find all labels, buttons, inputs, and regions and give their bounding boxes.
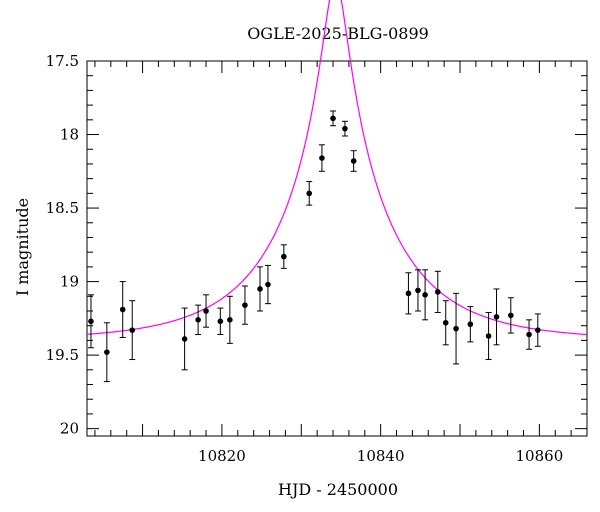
data-point (264, 264, 271, 305)
data-point (341, 120, 348, 137)
y-tick-label: 19.5 (46, 346, 79, 364)
data-marker (405, 290, 412, 297)
data-point (87, 294, 94, 349)
model-curve (86, 0, 588, 336)
data-marker (265, 281, 271, 288)
data-point (181, 307, 188, 371)
data-point (453, 292, 460, 365)
chart-title: OGLE-2025-BLG-0899 (247, 24, 429, 43)
data-point (414, 269, 421, 312)
data-marker (242, 302, 248, 308)
data-point (119, 281, 126, 338)
data-marker (508, 312, 514, 319)
data-marker (434, 289, 441, 295)
data-point (103, 322, 110, 383)
y-tick-label: 17.5 (46, 52, 79, 70)
data-marker (453, 325, 459, 332)
y-axis: 17.5 18 18.5 19 19.5 20 (46, 52, 587, 438)
data-marker (227, 317, 233, 323)
data-point (195, 304, 202, 336)
data-marker (493, 314, 500, 320)
data-marker (467, 321, 474, 328)
data-point (507, 297, 514, 334)
x-axis: 10820 10840 10860 (94, 61, 588, 465)
data-layer (87, 110, 541, 383)
data-point (526, 319, 533, 350)
data-point (442, 300, 449, 346)
data-point (306, 181, 313, 206)
data-point (217, 307, 224, 336)
model-layer (86, 0, 588, 336)
data-marker (422, 292, 428, 298)
data-point (493, 288, 500, 346)
data-point (422, 269, 429, 321)
data-marker (281, 253, 287, 260)
data-marker (319, 155, 325, 161)
plot-frame (86, 60, 588, 437)
data-point (280, 244, 287, 269)
data-point (434, 270, 441, 313)
data-marker (342, 125, 348, 132)
y-tick-label: 18 (60, 126, 79, 144)
data-marker (306, 190, 313, 197)
data-marker (526, 331, 532, 338)
data-marker (195, 317, 201, 323)
data-point (241, 285, 248, 325)
data-marker (119, 306, 126, 313)
data-point (405, 272, 412, 315)
data-marker (181, 336, 188, 342)
data-marker (129, 327, 136, 333)
data-point (467, 306, 474, 343)
plot-border (86, 60, 588, 437)
data-marker (104, 349, 110, 355)
y-tick-label: 20 (60, 420, 79, 438)
y-axis-label: I magnitude (13, 198, 32, 296)
x-tick-label: 10860 (516, 447, 564, 465)
data-point (485, 311, 492, 361)
data-marker (534, 327, 541, 333)
data-marker (257, 286, 263, 292)
data-marker (350, 158, 357, 164)
x-axis-label: HJD - 2450000 (278, 480, 398, 499)
x-tick-label: 10820 (198, 447, 246, 465)
x-tick-label: 10840 (357, 447, 405, 465)
data-point (203, 294, 210, 328)
data-point (318, 144, 325, 172)
data-point (129, 300, 136, 361)
data-marker (330, 115, 336, 122)
y-tick-label: 18.5 (46, 199, 79, 217)
data-marker (415, 287, 421, 294)
y-tick-label: 19 (60, 273, 79, 291)
data-marker (88, 318, 94, 325)
data-point (330, 110, 337, 127)
data-point (534, 313, 541, 347)
data-marker (217, 318, 224, 325)
data-point (350, 150, 357, 172)
data-marker (442, 319, 449, 326)
data-point (257, 266, 264, 312)
data-point (226, 295, 233, 344)
data-marker (203, 308, 209, 314)
data-marker (485, 333, 492, 339)
